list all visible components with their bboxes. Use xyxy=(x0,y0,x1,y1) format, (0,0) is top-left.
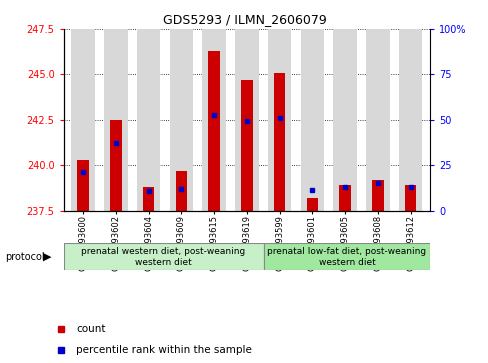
Bar xyxy=(175,171,187,211)
Bar xyxy=(202,29,225,211)
Bar xyxy=(208,51,220,211)
Bar xyxy=(300,29,324,211)
Bar xyxy=(142,187,154,211)
Bar xyxy=(333,29,356,211)
Text: count: count xyxy=(76,324,105,334)
Bar xyxy=(339,185,350,211)
Bar xyxy=(77,160,89,211)
Bar xyxy=(169,29,193,211)
Bar xyxy=(63,243,263,270)
Bar xyxy=(267,29,291,211)
Bar xyxy=(235,29,258,211)
Text: percentile rank within the sample: percentile rank within the sample xyxy=(76,345,252,355)
Bar xyxy=(306,198,318,211)
Bar xyxy=(104,29,127,211)
Bar xyxy=(71,29,95,211)
Text: prenatal western diet, post-weaning
western diet: prenatal western diet, post-weaning west… xyxy=(81,247,245,266)
Bar xyxy=(110,120,122,211)
Bar xyxy=(366,29,389,211)
Bar xyxy=(371,180,383,211)
Bar xyxy=(404,185,416,211)
Bar xyxy=(398,29,422,211)
Text: GDS5293 / ILMN_2606079: GDS5293 / ILMN_2606079 xyxy=(163,13,325,26)
Text: ▶: ▶ xyxy=(42,252,51,262)
Text: protocol: protocol xyxy=(5,252,44,262)
Bar xyxy=(263,243,429,270)
Bar xyxy=(273,73,285,211)
Bar xyxy=(137,29,160,211)
Text: prenatal low-fat diet, post-weaning
western diet: prenatal low-fat diet, post-weaning west… xyxy=(267,247,426,266)
Bar xyxy=(241,80,252,211)
